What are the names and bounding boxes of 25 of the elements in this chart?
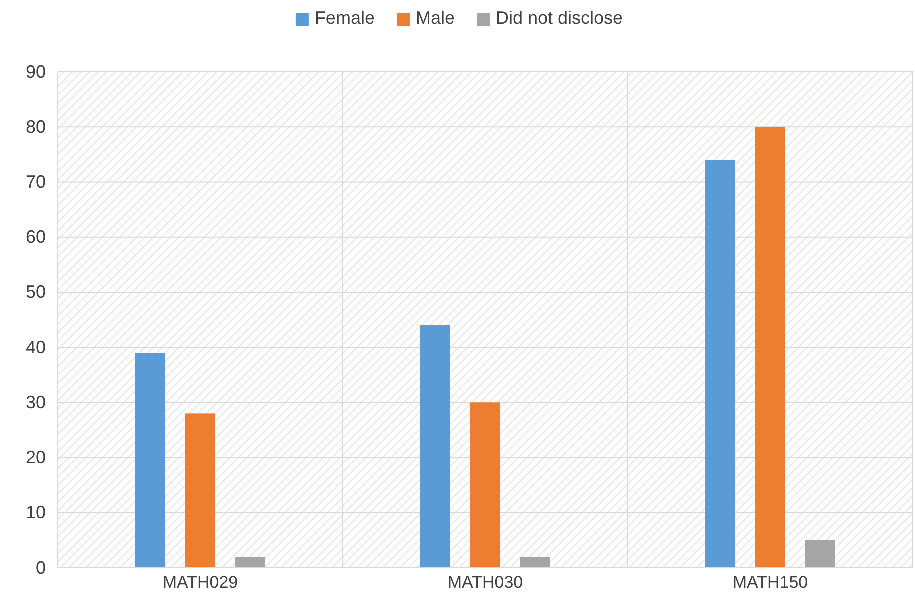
legend-label: Did not disclose xyxy=(496,8,624,28)
bar xyxy=(756,127,786,568)
y-tick-label: 60 xyxy=(26,227,46,248)
y-tick-label: 90 xyxy=(26,62,46,82)
bar xyxy=(470,402,500,568)
y-tick-label: 20 xyxy=(26,448,46,468)
legend-label: Female xyxy=(314,8,375,28)
bar xyxy=(420,326,450,568)
bar xyxy=(520,556,550,568)
y-tick-label: 10 xyxy=(26,502,46,523)
y-tick-label: 50 xyxy=(26,282,46,302)
x-tick-label: MATH029 xyxy=(162,573,238,592)
y-tick-label: 30 xyxy=(26,392,46,412)
bar xyxy=(136,353,166,568)
y-tick-label: 80 xyxy=(26,116,46,137)
legend-label: Male xyxy=(416,8,455,28)
x-tick-label: MATH150 xyxy=(732,573,808,592)
bar xyxy=(236,556,266,568)
bar xyxy=(806,540,836,568)
x-tick-label: MATH030 xyxy=(448,573,524,592)
y-tick-label: 70 xyxy=(26,172,46,192)
y-tick-label: 0 xyxy=(36,558,46,578)
bar xyxy=(706,160,736,568)
y-tick-label: 40 xyxy=(26,337,46,358)
bar xyxy=(186,414,216,568)
